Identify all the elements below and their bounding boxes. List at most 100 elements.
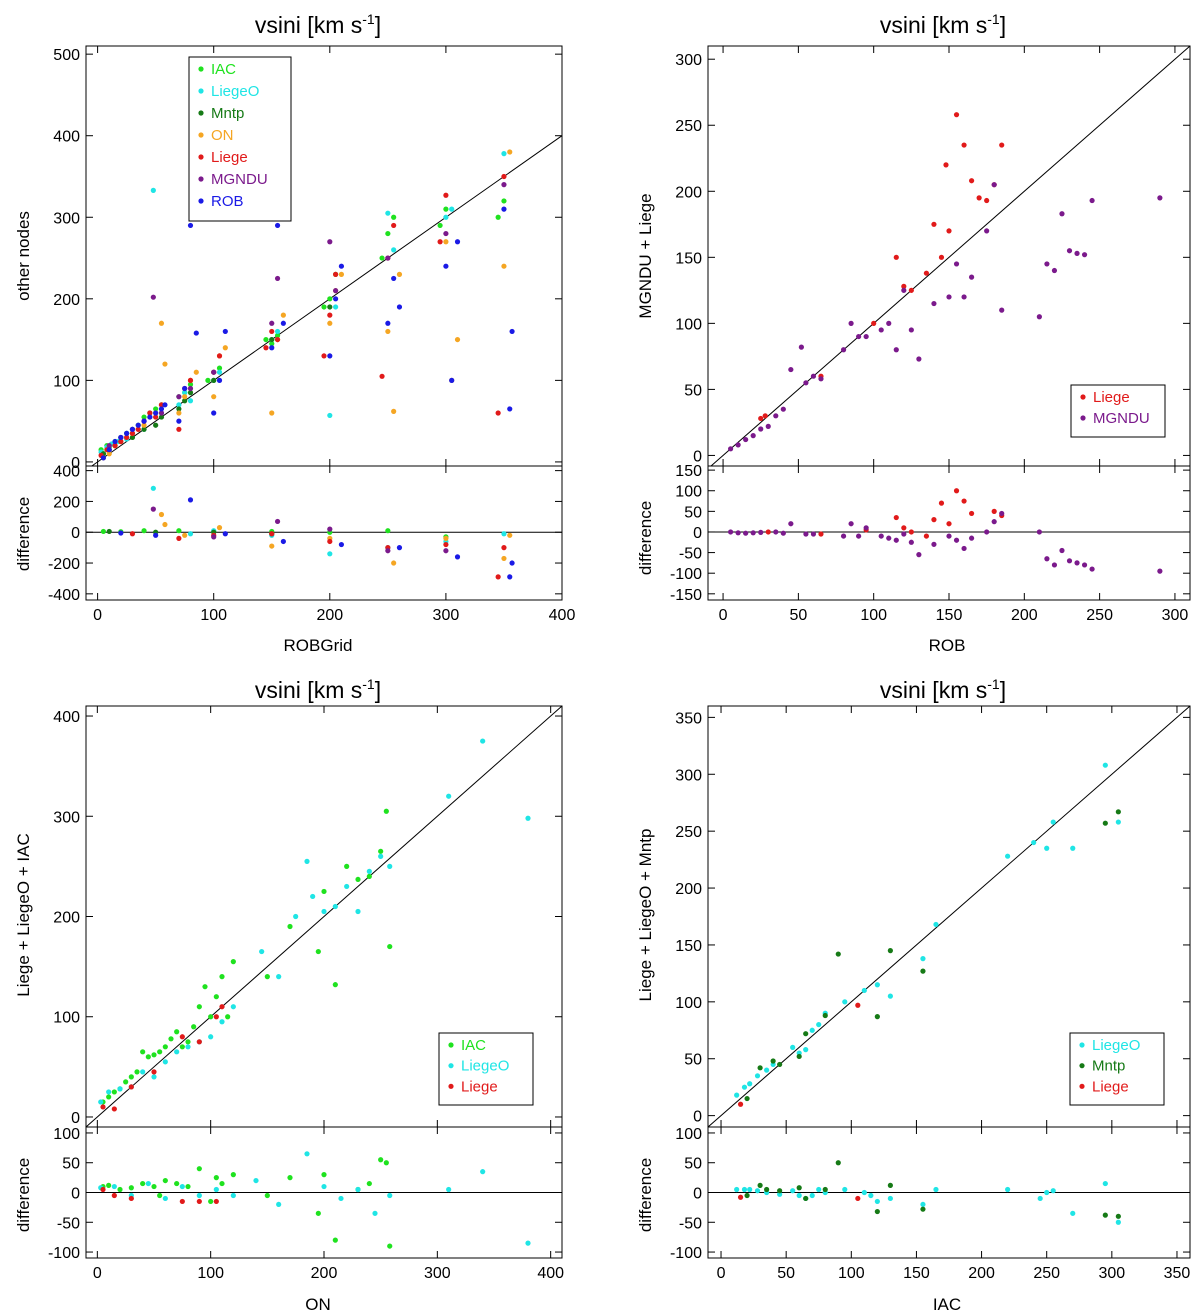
iac-diff-point-liegeo: [816, 1186, 822, 1193]
on-diff-point-liege: [196, 1198, 202, 1205]
iac-diff-point-liegeo: [734, 1186, 740, 1193]
iac-diff-point-liegeo: [747, 1186, 753, 1193]
on-point-iac: [202, 984, 208, 990]
robgrid-point-rob: [443, 263, 449, 269]
robgrid-point-liege: [147, 410, 153, 416]
robgrid-point-rob: [118, 434, 124, 441]
robgrid-xtick-label: 100: [200, 607, 227, 624]
iac-diff-point-liegeo: [874, 1198, 880, 1205]
on-point-liegeo: [140, 1069, 146, 1075]
robgrid-diff-point-liegeo: [187, 531, 194, 537]
robgrid-point-rob: [112, 438, 118, 445]
on-dtick-label: 100: [53, 1126, 80, 1143]
robgrid-point-liege: [187, 377, 194, 383]
iac-ytick-label: 300: [675, 767, 702, 784]
rob-diff-point-mgndu: [780, 530, 786, 536]
robgrid-diff-point-liege: [176, 535, 182, 541]
iac-point-mntp: [744, 1095, 750, 1102]
robgrid-diff-point-rob: [507, 574, 513, 580]
robgrid-diff-point-rob: [153, 532, 159, 538]
robgrid-point-liege: [333, 271, 339, 277]
robgrid-point-iac: [321, 304, 327, 310]
on-diff-point-iac: [140, 1180, 146, 1187]
on-point-liegeo: [355, 908, 361, 915]
rob-ytick-label: 100: [675, 316, 702, 333]
on-point-iac: [366, 873, 372, 880]
rob-diff-point-liege: [931, 517, 937, 523]
iac-diff-point-liege: [737, 1194, 744, 1200]
iac-ytick-label: 200: [675, 881, 702, 898]
robgrid-point-liege: [495, 410, 501, 416]
on-point-liegeo: [304, 858, 310, 864]
robgrid-point-rob: [153, 410, 159, 416]
iac-point-mntp: [920, 968, 926, 974]
rob-diff-point-mgndu: [856, 533, 862, 539]
iac-xtick-label: 0: [717, 1265, 726, 1282]
iac-point-liegeo: [842, 999, 848, 1005]
robgrid-dtick-label: -400: [48, 587, 80, 604]
iac-point-liegeo: [920, 956, 926, 962]
on-point-iac: [151, 1052, 157, 1058]
robgrid-diff-point-mgndu: [150, 506, 156, 512]
robgrid-diff-point-liege: [269, 531, 275, 537]
panel-on-title: vsini [km s-1]: [255, 676, 381, 703]
robgrid-legend: [188, 56, 292, 222]
rob-ytick-label: 250: [675, 118, 702, 135]
on-point-iac: [355, 876, 361, 883]
robgrid-point-rob: [509, 328, 515, 335]
robgrid-point-iac: [391, 214, 397, 220]
on-point-iac: [219, 974, 225, 980]
robgrid-point-rob: [333, 296, 339, 302]
on-legend-label-iac: IAC: [461, 1037, 486, 1054]
on-dtick-label: -50: [57, 1215, 80, 1232]
robgrid-diff-point-liegeo: [501, 531, 507, 537]
robgrid-point-liegeo: [385, 210, 391, 216]
robgrid-point-iac: [153, 406, 159, 412]
robgrid-identity-line: [91, 135, 563, 467]
robgrid-point-mgndu: [158, 410, 165, 416]
on-legend-label-liegeo: LiegeO: [461, 1058, 509, 1075]
robgrid-diff-point-mgndu: [443, 548, 449, 554]
iac-ytick-label: 100: [675, 995, 702, 1012]
rob-point-mgndu: [750, 433, 756, 439]
rob-diff-point-mgndu: [999, 510, 1005, 517]
rob-point-mgndu: [840, 347, 847, 353]
on-point-liegeo: [117, 1086, 123, 1092]
robgrid-point-on: [385, 328, 391, 335]
robgrid-diff-point-liege: [327, 538, 333, 545]
on-point-liege: [196, 1039, 202, 1045]
iac-point-liegeo: [803, 1047, 809, 1053]
panel-robgrid: vsini [km s-1] 0 100 200 300 400010020030040…: [14, 11, 575, 655]
on-point-liegeo: [98, 1099, 104, 1105]
iac-diff-point-mntp: [744, 1192, 750, 1199]
robgrid-point-on: [391, 408, 397, 414]
on-point-iac: [111, 1089, 117, 1095]
on-diff-point-liegeo: [480, 1169, 486, 1175]
on-diff-point-liege: [179, 1198, 185, 1205]
iac-diff-point-liegeo: [754, 1188, 761, 1194]
rob-diff-point-mgndu: [743, 530, 749, 536]
on-point-iac: [106, 1094, 112, 1100]
iac-ytick-label: 50: [684, 1052, 702, 1069]
robgrid-point-on: [507, 149, 513, 155]
on-diff-point-iac: [157, 1192, 163, 1199]
rob-diff-point-mgndu: [1036, 529, 1042, 535]
rob-xtick-label: 0: [719, 607, 728, 624]
on-point-iac: [383, 808, 389, 814]
rob-dtick-label: 100: [675, 484, 702, 501]
robgrid-point-rob: [187, 222, 194, 229]
robgrid-diff-point-rob: [454, 554, 461, 560]
on-point-liegeo: [321, 908, 327, 915]
on-diff-point-iac: [383, 1160, 389, 1166]
robgrid-legend-marker-liege: [198, 154, 204, 160]
robgrid-point-on: [141, 422, 147, 428]
on-diff-point-liegeo: [179, 1183, 185, 1190]
iac-point-liegeo: [816, 1021, 822, 1028]
rob-point-mgndu: [901, 287, 907, 293]
robgrid-point-on: [269, 410, 275, 416]
robgrid-point-liege: [391, 222, 397, 229]
rob-legend-label-mgndu: MGNDU: [1093, 410, 1150, 427]
robgrid-point-iac: [274, 332, 281, 339]
robgrid-point-on: [501, 263, 507, 269]
robgrid-point-iac: [205, 377, 211, 383]
